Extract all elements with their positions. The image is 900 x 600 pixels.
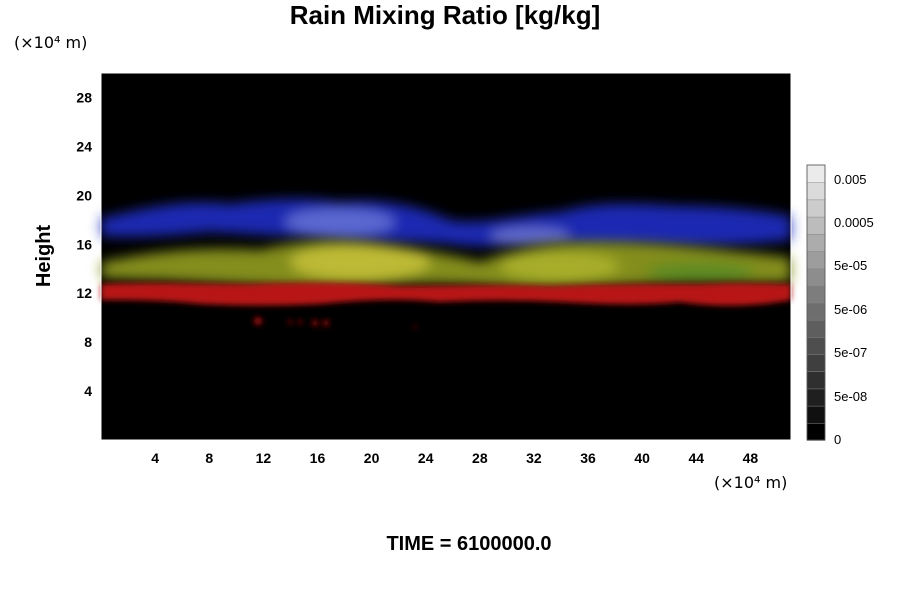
colorbar-tick-label: 0.005 — [834, 172, 867, 187]
colorbar-cell — [806, 164, 826, 183]
x-tick-label: 24 — [418, 450, 434, 466]
rain-layer-yellow — [101, 240, 791, 289]
chart-title: Rain Mixing Ratio [kg/kg] — [290, 0, 601, 30]
x-tick-label: 48 — [743, 450, 759, 466]
colorbar-tick-label: 0 — [834, 432, 841, 447]
y-tick-label: 28 — [76, 89, 92, 105]
droplet — [323, 320, 329, 326]
colorbar-cell — [806, 199, 826, 218]
colorbar-cell — [806, 371, 826, 390]
colorbar-frame — [806, 164, 826, 441]
red-droplets — [254, 317, 417, 329]
colorbar-cell — [806, 267, 826, 287]
yellow-highlight — [290, 244, 430, 280]
red-band — [101, 282, 791, 306]
plot-frame — [100, 72, 792, 441]
x-tick-label: 12 — [256, 450, 272, 466]
colorbar-cell — [806, 216, 826, 235]
colorbar-tick-label: 5e-06 — [834, 302, 867, 317]
colorbar-cell — [806, 319, 826, 338]
x-tick-label: 28 — [472, 450, 488, 466]
blue-highlight — [490, 227, 570, 245]
colorbar-cell — [806, 336, 826, 355]
colorbar-tick-label: 5e-08 — [834, 389, 867, 404]
x-tick-label: 40 — [634, 450, 650, 466]
colorbar-cell — [806, 353, 826, 372]
colorbar-cell — [806, 388, 826, 407]
x-tick-label: 16 — [310, 450, 326, 466]
yellow-band — [101, 240, 791, 289]
droplet — [298, 320, 302, 324]
y-tick-label: 8 — [84, 334, 92, 350]
time-label: TIME = 6100000.0 — [386, 533, 551, 555]
x-tick-label: 8 — [205, 450, 213, 466]
x-axis-ticks: 4 8 12 16 20 24 28 32 36 40 44 48 — [151, 450, 758, 466]
colorbar-tick-label: 5e-05 — [834, 258, 867, 273]
colorbar-tick-label: 0.0005 — [834, 215, 874, 230]
x-axis-unit: (×10⁴ m) — [714, 473, 787, 492]
colorbar-cell — [806, 233, 826, 252]
blue-band — [101, 198, 791, 247]
yellow-highlight — [500, 252, 620, 280]
droplet — [288, 320, 292, 324]
colorbar-cell — [806, 181, 826, 201]
x-tick-label: 4 — [151, 450, 159, 466]
x-tick-label: 20 — [364, 450, 380, 466]
rain-layer-blue — [101, 198, 791, 247]
rain-layer-red — [101, 282, 791, 306]
y-axis-ticks: 4 8 12 16 20 24 28 — [76, 89, 92, 399]
y-axis-label: Height — [33, 225, 55, 288]
droplet — [312, 320, 318, 326]
y-tick-label: 24 — [76, 138, 92, 154]
y-tick-label: 12 — [76, 285, 92, 301]
blue-highlight — [285, 208, 395, 236]
droplet — [254, 317, 262, 325]
colorbar-cell — [806, 285, 826, 304]
colorbar-cell — [806, 405, 826, 424]
y-tick-label: 20 — [76, 187, 92, 203]
plot-area — [100, 72, 792, 441]
y-axis-unit: (×10⁴ m) — [14, 33, 87, 52]
colorbar-cell — [806, 302, 826, 321]
colorbar-cell — [806, 250, 826, 269]
colorbar — [806, 164, 826, 441]
droplet — [413, 325, 417, 329]
colorbar-tick-label: 5e-07 — [834, 345, 867, 360]
colorbar-ticks: 0.005 0.0005 5e-05 5e-06 5e-07 5e-08 0 — [834, 172, 874, 447]
x-tick-label: 36 — [580, 450, 596, 466]
x-tick-label: 32 — [526, 450, 542, 466]
green-highlight — [645, 262, 755, 282]
y-tick-label: 16 — [76, 236, 92, 252]
colorbar-cell — [806, 422, 826, 441]
y-tick-label: 4 — [84, 383, 92, 399]
x-tick-label: 44 — [689, 450, 705, 466]
